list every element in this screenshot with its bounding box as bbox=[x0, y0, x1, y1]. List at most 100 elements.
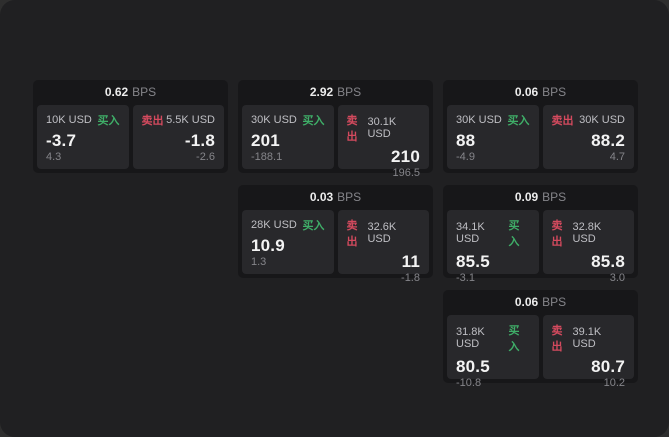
sell-tag: 卖出 bbox=[346, 115, 358, 143]
buy-panel[interactable]: 34.1K USD 买入 85.5 -3.1 bbox=[447, 210, 539, 284]
buy-amount: 31.8K USD bbox=[456, 326, 485, 350]
buy-panel[interactable]: 28K USD 买入 10.9 1.3 bbox=[242, 210, 334, 274]
sell-amount: 5.5K USD bbox=[166, 114, 215, 126]
quote-card-6: 0.06 BPS 31.8K USD 买入 80.5 -10.8 卖出 39.1… bbox=[443, 290, 638, 389]
buy-tag: 买入 bbox=[302, 220, 325, 232]
sell-panel-header: 卖出 5.5K USD bbox=[142, 112, 216, 128]
buy-panel-header: 10K USD 买入 bbox=[46, 112, 120, 128]
buy-sub-value: -10.8 bbox=[456, 377, 482, 389]
sell-panel[interactable]: 卖出 30.1K USD 210 196.5 bbox=[337, 105, 429, 179]
quote-card-2: 2.92 BPS 30K USD 买入 201 -188.1 卖出 30.1K … bbox=[238, 80, 433, 179]
buy-main-value: 85.5 bbox=[456, 252, 490, 271]
bps-unit-label: BPS bbox=[337, 190, 362, 204]
sell-tag: 卖出 bbox=[551, 115, 574, 127]
buy-tag: 买入 bbox=[302, 115, 325, 127]
sell-sub-value: -1.8 bbox=[401, 272, 420, 284]
buy-amount: 34.1K USD bbox=[456, 221, 485, 245]
bps-value: 2.92 bbox=[309, 85, 334, 99]
sell-panel[interactable]: 卖出 39.1K USD 80.7 10.2 bbox=[542, 315, 634, 389]
sell-panel[interactable]: 卖出 32.6K USD 11 -1.8 bbox=[337, 210, 429, 284]
sell-panel[interactable]: 卖出 5.5K USD -1.8 -2.6 bbox=[132, 105, 224, 169]
quote-panels: 34.1K USD 买入 85.5 -3.1 卖出 32.8K USD 85.8… bbox=[447, 210, 634, 284]
quote-card-1: 0.62 BPS 10K USD 买入 -3.7 4.3 卖出 5.5K USD… bbox=[33, 80, 228, 173]
sell-sub-value: 4.7 bbox=[609, 151, 625, 163]
quote-panels: 30K USD 买入 201 -188.1 卖出 30.1K USD 210 1… bbox=[242, 105, 429, 179]
sell-tag: 卖出 bbox=[141, 115, 164, 127]
sell-panel-header: 卖出 39.1K USD bbox=[552, 322, 626, 354]
sell-panel-header: 卖出 32.8K USD bbox=[552, 217, 626, 249]
buy-sub-value: 4.3 bbox=[46, 151, 62, 163]
bps-value: 0.09 bbox=[514, 190, 539, 204]
bps-header: 0.06 BPS bbox=[443, 80, 638, 104]
buy-panel-header: 31.8K USD 买入 bbox=[456, 322, 530, 354]
buy-main-value: 201 bbox=[251, 131, 280, 150]
quote-card-4: 0.03 BPS 28K USD 买入 10.9 1.3 卖出 32.6K US… bbox=[238, 185, 433, 284]
buy-main-value: -3.7 bbox=[46, 131, 77, 150]
buy-sub-value: -4.9 bbox=[456, 151, 475, 163]
buy-amount: 28K USD bbox=[251, 219, 297, 231]
sell-amount: 39.1K USD bbox=[572, 326, 602, 350]
buy-tag: 买入 bbox=[507, 115, 530, 127]
bps-header: 0.06 BPS bbox=[443, 290, 638, 314]
sell-amount: 32.8K USD bbox=[572, 221, 602, 245]
bps-header: 0.62 BPS bbox=[33, 80, 228, 104]
bps-unit-label: BPS bbox=[542, 295, 567, 309]
bps-unit-label: BPS bbox=[542, 190, 567, 204]
sell-main-value: 88.2 bbox=[591, 131, 625, 150]
sell-panel-header: 卖出 30.1K USD bbox=[347, 112, 421, 144]
sell-sub-value: 10.2 bbox=[603, 377, 625, 389]
buy-panel-header: 30K USD 买入 bbox=[251, 112, 325, 128]
buy-sub-value: -3.1 bbox=[456, 272, 475, 284]
sell-sub-value: -2.6 bbox=[196, 151, 215, 163]
quote-card-3: 0.06 BPS 30K USD 买入 88 -4.9 卖出 30K USD 8… bbox=[443, 80, 638, 173]
buy-amount: 30K USD bbox=[251, 114, 297, 126]
sell-main-value: 85.8 bbox=[591, 252, 625, 271]
sell-main-value: -1.8 bbox=[184, 131, 215, 150]
sell-tag: 卖出 bbox=[551, 325, 563, 353]
quote-card-5: 0.09 BPS 34.1K USD 买入 85.5 -3.1 卖出 32.8K… bbox=[443, 185, 638, 284]
bps-unit-label: BPS bbox=[337, 85, 362, 99]
bps-header: 0.09 BPS bbox=[443, 185, 638, 209]
bps-unit-label: BPS bbox=[542, 85, 567, 99]
buy-panel[interactable]: 10K USD 买入 -3.7 4.3 bbox=[37, 105, 129, 169]
buy-panel[interactable]: 31.8K USD 买入 80.5 -10.8 bbox=[447, 315, 539, 389]
sell-tag: 卖出 bbox=[551, 220, 563, 248]
bps-value: 0.03 bbox=[309, 190, 334, 204]
bps-header: 0.03 BPS bbox=[238, 185, 433, 209]
buy-main-value: 80.5 bbox=[456, 357, 490, 376]
bps-value: 0.06 bbox=[514, 85, 539, 99]
sell-panel[interactable]: 卖出 30K USD 88.2 4.7 bbox=[542, 105, 634, 169]
buy-tag: 买入 bbox=[508, 325, 520, 353]
buy-sub-value: -188.1 bbox=[251, 151, 283, 163]
bps-value: 0.62 bbox=[104, 85, 129, 99]
buy-tag: 买入 bbox=[508, 220, 520, 248]
buy-panel-header: 34.1K USD 买入 bbox=[456, 217, 530, 249]
sell-amount: 30.1K USD bbox=[367, 116, 397, 140]
sell-amount: 32.6K USD bbox=[367, 221, 397, 245]
bps-unit-label: BPS bbox=[132, 85, 157, 99]
buy-panel-header: 30K USD 买入 bbox=[456, 112, 530, 128]
sell-panel[interactable]: 卖出 32.8K USD 85.8 3.0 bbox=[542, 210, 634, 284]
buy-tag: 买入 bbox=[97, 115, 120, 127]
buy-panel[interactable]: 30K USD 买入 88 -4.9 bbox=[447, 105, 539, 169]
bps-header: 2.92 BPS bbox=[238, 80, 433, 104]
buy-panel-header: 28K USD 买入 bbox=[251, 217, 325, 233]
sell-panel-header: 卖出 32.6K USD bbox=[347, 217, 421, 249]
sell-main-value: 210 bbox=[391, 147, 420, 166]
bps-value: 0.06 bbox=[514, 295, 539, 309]
buy-main-value: 10.9 bbox=[251, 236, 285, 255]
quote-panels: 30K USD 买入 88 -4.9 卖出 30K USD 88.2 4.7 bbox=[447, 105, 634, 169]
quote-panels: 31.8K USD 买入 80.5 -10.8 卖出 39.1K USD 80.… bbox=[447, 315, 634, 389]
sell-sub-value: 196.5 bbox=[392, 167, 420, 179]
sell-main-value: 80.7 bbox=[591, 357, 625, 376]
buy-amount: 30K USD bbox=[456, 114, 502, 126]
buy-sub-value: 1.3 bbox=[251, 256, 267, 268]
buy-panel[interactable]: 30K USD 买入 201 -188.1 bbox=[242, 105, 334, 169]
sell-amount: 30K USD bbox=[579, 114, 625, 126]
quote-panels: 28K USD 买入 10.9 1.3 卖出 32.6K USD 11 -1.8 bbox=[242, 210, 429, 284]
sell-main-value: 11 bbox=[401, 252, 420, 271]
buy-amount: 10K USD bbox=[46, 114, 92, 126]
sell-panel-header: 卖出 30K USD bbox=[552, 112, 626, 128]
sell-sub-value: 3.0 bbox=[609, 272, 625, 284]
